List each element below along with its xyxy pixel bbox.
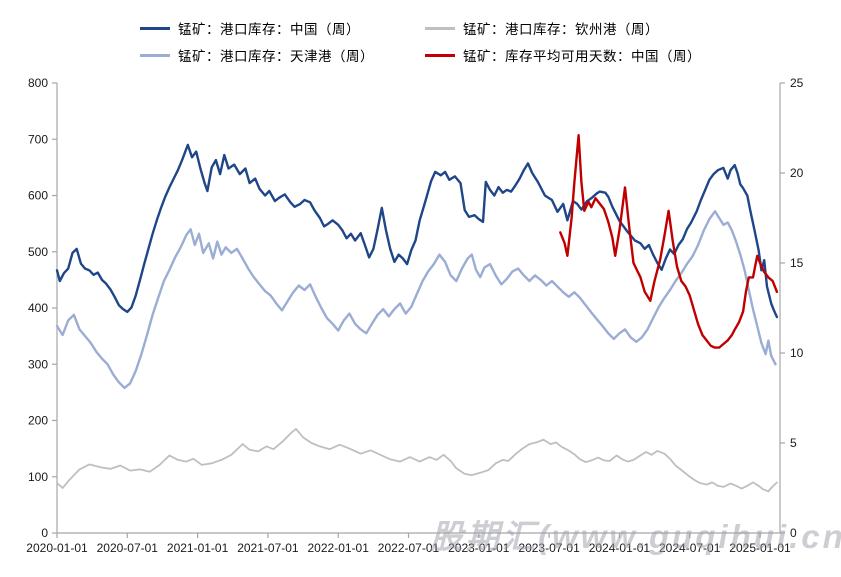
x-tick-label: 2020-01-01 (26, 541, 88, 555)
legend-item-china-port-inventory: 锰矿：港口库存：中国（周） (140, 18, 425, 38)
legend-line-swatch-tianjin (140, 53, 170, 57)
x-tick-label: 2024-07-01 (659, 541, 721, 555)
y-right-tick-label: 20 (790, 166, 804, 180)
x-tick-label: 2022-07-01 (378, 541, 440, 555)
legend: 锰矿：港口库存：中国（周） 锰矿：港口库存：钦州港（周） 锰矿：港口库存：天津港… (140, 18, 701, 65)
y-left-tick-label: 700 (28, 132, 48, 146)
x-tick-label: 2024-01-01 (589, 541, 651, 555)
y-right-tick-label: 25 (790, 76, 804, 90)
x-tick-label: 2023-07-01 (518, 541, 580, 555)
series-line-3 (559, 133, 779, 349)
x-tick-label: 2021-01-01 (167, 541, 229, 555)
x-tick-label: 2025-01-01 (729, 541, 791, 555)
legend-label-tianjin: 锰矿：港口库存：天津港（周） (178, 49, 374, 64)
y-right-tick-label: 5 (790, 436, 797, 450)
legend-line-swatch-available-days (425, 53, 455, 57)
y-right-tick-label: 0 (790, 526, 797, 540)
legend-item-available-days: 锰矿：库存平均可用天数：中国（周） (425, 45, 701, 65)
x-tick-label: 2021-07-01 (237, 541, 299, 555)
y-left-tick-label: 500 (28, 245, 48, 259)
y-left-tick-label: 400 (28, 301, 48, 315)
legend-label-china: 锰矿：港口库存：中国（周） (178, 22, 360, 37)
legend-label-qinzhou: 锰矿：港口库存：钦州港（周） (463, 22, 659, 37)
y-left-tick-label: 300 (28, 357, 48, 371)
legend-label-available-days: 锰矿：库存平均可用天数：中国（周） (463, 49, 701, 64)
y-left-tick-label: 0 (41, 526, 48, 540)
legend-line-swatch-china (140, 26, 170, 30)
legend-item-tianjin-port-inventory: 锰矿：港口库存：天津港（周） (140, 45, 425, 65)
x-tick-label: 2023-01-01 (448, 541, 510, 555)
y-left-tick-label: 800 (28, 76, 48, 90)
y-left-tick-label: 200 (28, 414, 48, 428)
y-left-tick-label: 100 (28, 470, 48, 484)
series-line-2 (55, 210, 777, 390)
x-tick-label: 2020-07-01 (97, 541, 159, 555)
x-tick-label: 2022-01-01 (308, 541, 370, 555)
legend-line-swatch-qinzhou (425, 26, 455, 30)
y-right-tick-label: 10 (790, 346, 804, 360)
series-line-1 (56, 427, 778, 493)
y-right-tick-label: 15 (790, 256, 804, 270)
y-left-tick-label: 600 (28, 189, 48, 203)
legend-item-qinzhou-port-inventory: 锰矿：港口库存：钦州港（周） (425, 18, 701, 38)
